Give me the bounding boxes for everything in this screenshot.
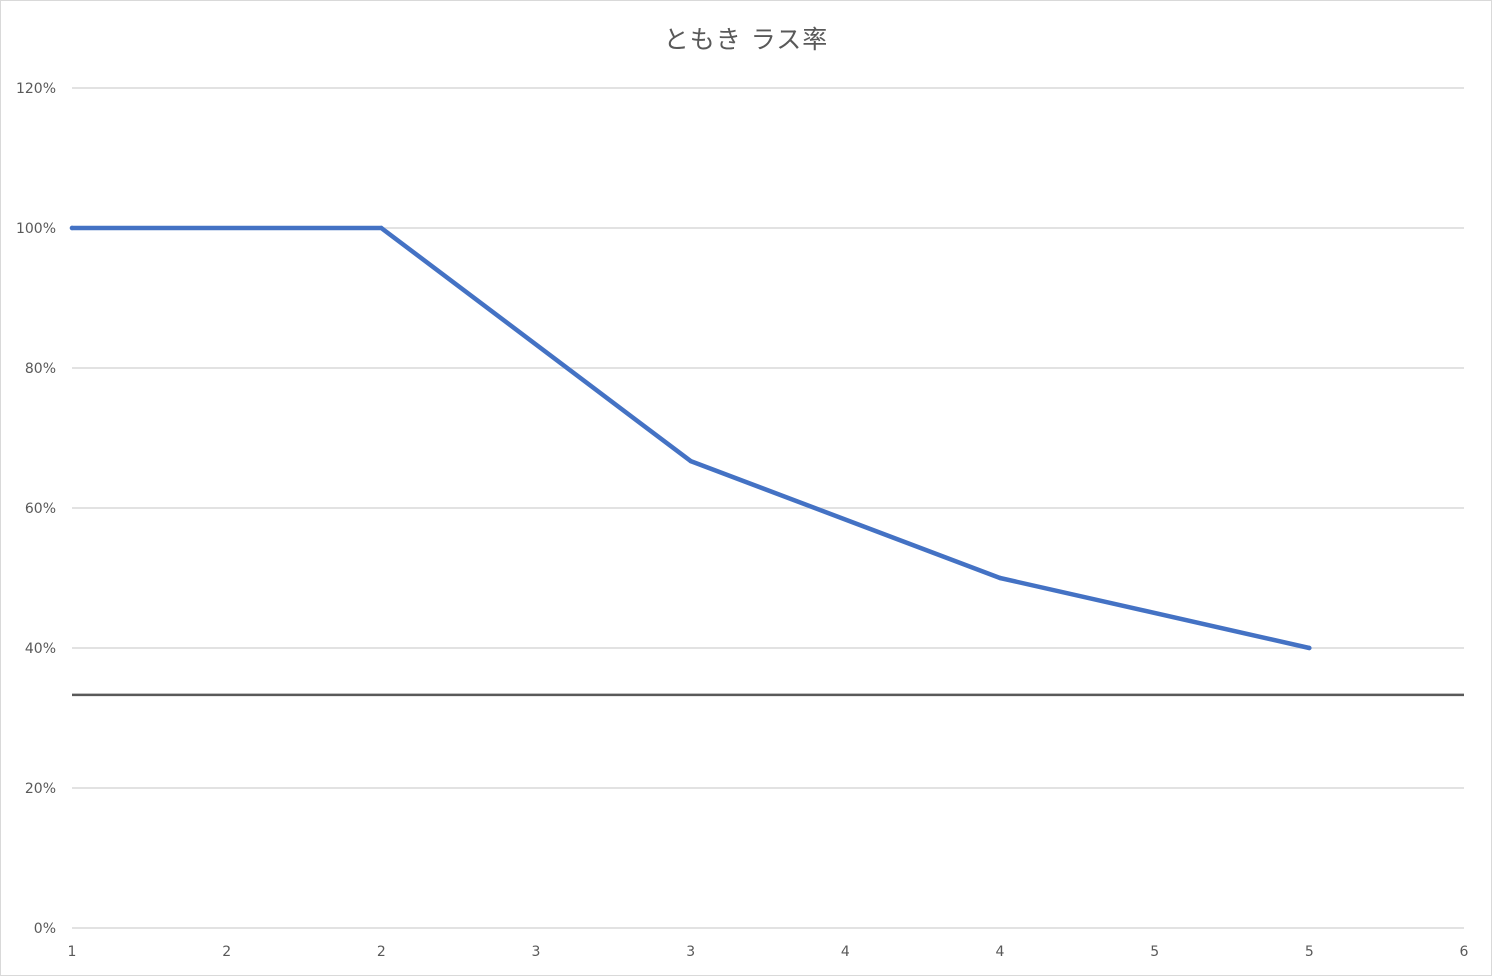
data-point (1307, 645, 1312, 651)
x-tick-label: 1 (68, 944, 77, 960)
series-line (69, 225, 1312, 651)
y-tick-label: 120% (16, 81, 56, 97)
data-point (379, 225, 384, 231)
chart-title: ともき ラス率 (663, 25, 829, 54)
x-tick-label: 4 (841, 944, 850, 960)
x-tick-label: 5 (1305, 944, 1314, 960)
x-axis-tick-labels: 1 2 2 3 3 4 4 5 5 6 (68, 944, 1469, 960)
gridlines (72, 87, 1464, 929)
data-point (688, 458, 693, 464)
y-tick-label: 100% (16, 221, 56, 237)
x-tick-label: 3 (532, 944, 541, 960)
x-tick-label: 5 (1150, 944, 1159, 960)
x-tick-label: 6 (1460, 944, 1469, 960)
data-point (69, 225, 75, 231)
y-tick-label: 40% (25, 641, 56, 657)
y-tick-label: 80% (25, 361, 56, 377)
data-point (997, 575, 1003, 581)
x-tick-label: 4 (996, 944, 1005, 960)
y-tick-label: 60% (25, 501, 56, 517)
y-axis-tick-labels: 0% 20% 40% 60% 80% 100% 120% (16, 81, 56, 937)
y-tick-label: 0% (34, 921, 56, 937)
x-tick-label: 2 (377, 944, 386, 960)
x-tick-label: 3 (686, 944, 695, 960)
y-tick-label: 20% (25, 781, 56, 797)
series-layer (69, 225, 1312, 651)
x-tick-label: 2 (222, 944, 231, 960)
